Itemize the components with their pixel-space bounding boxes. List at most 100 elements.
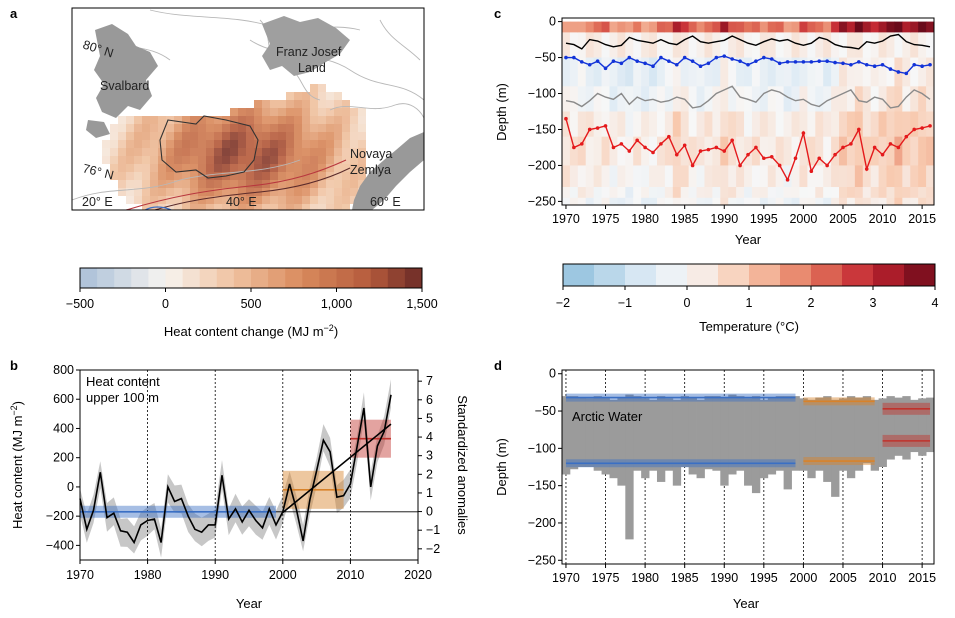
c-line-point bbox=[682, 143, 687, 148]
map-heat-cell bbox=[110, 140, 118, 148]
colorbar-c-tick-label: 2 bbox=[808, 296, 815, 310]
c-heat-cell bbox=[918, 111, 927, 138]
c-heat-cell bbox=[704, 187, 713, 199]
map-heat-cell bbox=[206, 132, 214, 140]
map-heat-cell bbox=[214, 132, 222, 140]
c-heat-cell bbox=[807, 136, 816, 166]
map-heat-cell bbox=[334, 164, 342, 172]
colorbar-c-cells bbox=[563, 264, 936, 286]
map-heat-cell bbox=[238, 204, 246, 210]
map-heat-cell bbox=[158, 172, 166, 180]
c-heat-cell bbox=[728, 21, 737, 33]
c-xtick-label: 2015 bbox=[908, 212, 936, 226]
map-heat-cell bbox=[158, 148, 166, 156]
c-heat-cell bbox=[791, 136, 800, 166]
map-heat-cell bbox=[254, 164, 262, 172]
map-heat-cell bbox=[246, 124, 254, 132]
c-line-point bbox=[651, 64, 655, 68]
c-heat-cell bbox=[625, 111, 634, 138]
c-heat-cell bbox=[688, 21, 698, 33]
c-heat-cell bbox=[807, 111, 816, 138]
c-line-point bbox=[722, 54, 727, 58]
c-heat-cell bbox=[633, 136, 642, 166]
map-heat-cell bbox=[150, 164, 158, 172]
c-heat-cell bbox=[918, 197, 927, 206]
c-heat-cell bbox=[815, 187, 824, 199]
c-xtick-label: 1995 bbox=[750, 212, 778, 226]
c-heat-cell bbox=[656, 197, 666, 206]
map-heat-cell bbox=[254, 180, 262, 188]
map-heat-cell bbox=[278, 204, 286, 210]
c-heat-cell bbox=[617, 86, 626, 112]
c-heat-cell bbox=[799, 136, 808, 166]
c-heat-cell bbox=[688, 187, 698, 199]
d-arctic-water-bar bbox=[815, 397, 824, 471]
map-heat-cell bbox=[238, 180, 246, 188]
c-heat-cell bbox=[759, 136, 769, 166]
c-heat-cell bbox=[823, 165, 832, 188]
map-heat-cell bbox=[102, 156, 110, 164]
c-line-point bbox=[564, 116, 568, 121]
c-heat-cell bbox=[680, 21, 690, 33]
c-heat-cell bbox=[664, 32, 674, 59]
c-heat-cell bbox=[775, 136, 785, 166]
map-heat-cell bbox=[142, 172, 150, 180]
c-line-point bbox=[754, 145, 758, 150]
map-heat-cell bbox=[102, 140, 110, 148]
map-heat-cell bbox=[310, 140, 318, 148]
b-y2tick-label: 2 bbox=[426, 467, 433, 481]
map-heat-cell bbox=[246, 132, 254, 140]
map-heat-cell bbox=[238, 172, 246, 180]
map-heat-cell bbox=[158, 124, 166, 132]
map-heat-cell bbox=[302, 140, 310, 148]
map-heat-cell bbox=[310, 132, 318, 140]
c-heat-cell bbox=[751, 197, 761, 206]
d-ytick-label: −100 bbox=[528, 441, 556, 455]
map-heat-cell bbox=[206, 148, 214, 156]
c-heat-cell bbox=[910, 21, 919, 33]
map-heat-cell bbox=[294, 124, 302, 132]
c-heat-cell bbox=[751, 136, 761, 166]
c-heat-cell bbox=[862, 86, 872, 112]
map-heat-cell bbox=[334, 204, 342, 210]
c-line-point bbox=[619, 142, 624, 146]
c-heat-cell bbox=[744, 21, 753, 33]
d-ytick-label: 0 bbox=[549, 367, 556, 381]
map-heat-cell bbox=[230, 124, 238, 132]
c-heat-cell bbox=[775, 187, 785, 199]
colorbar-a-cell bbox=[148, 268, 166, 288]
map-heat-cell bbox=[238, 188, 246, 196]
c-heat-cell bbox=[854, 165, 864, 188]
colorbar-a-cell bbox=[387, 268, 406, 288]
c-heat-cell bbox=[783, 165, 793, 188]
c-heat-cell bbox=[902, 111, 911, 138]
c-heat-cell bbox=[783, 86, 793, 112]
colorbar-a-cell bbox=[131, 268, 149, 288]
c-heat-cell bbox=[720, 197, 729, 206]
d-arctic-water-bar bbox=[625, 394, 634, 540]
c-heat-cell bbox=[878, 32, 888, 59]
map-heat-cell bbox=[326, 132, 334, 140]
map-heat-cell bbox=[318, 140, 326, 148]
map-heat-cell bbox=[110, 164, 118, 172]
c-line-point bbox=[603, 66, 608, 71]
c-line-point bbox=[769, 57, 774, 61]
c-line-point bbox=[706, 61, 711, 66]
c-line-point bbox=[801, 60, 806, 64]
map-heat-cell bbox=[350, 156, 358, 164]
c-heat-cell bbox=[593, 165, 603, 188]
c-heat-cell bbox=[672, 57, 682, 87]
b-y2tick-label: 3 bbox=[426, 449, 433, 463]
c-heat-cell bbox=[767, 86, 777, 112]
c-plot-frame bbox=[561, 17, 935, 206]
c-line-point bbox=[714, 145, 719, 150]
c-heat-cell bbox=[672, 187, 682, 199]
d-xlabel: Year bbox=[733, 596, 760, 611]
map-heat-cell bbox=[142, 204, 150, 210]
c-ytick-label: −50 bbox=[535, 51, 556, 65]
map-heat-cell bbox=[182, 172, 190, 180]
map-heat-cell bbox=[214, 148, 222, 156]
map-heat-cell bbox=[206, 124, 214, 132]
c-heat-cell bbox=[728, 86, 737, 112]
map-heat-cell bbox=[278, 100, 286, 108]
